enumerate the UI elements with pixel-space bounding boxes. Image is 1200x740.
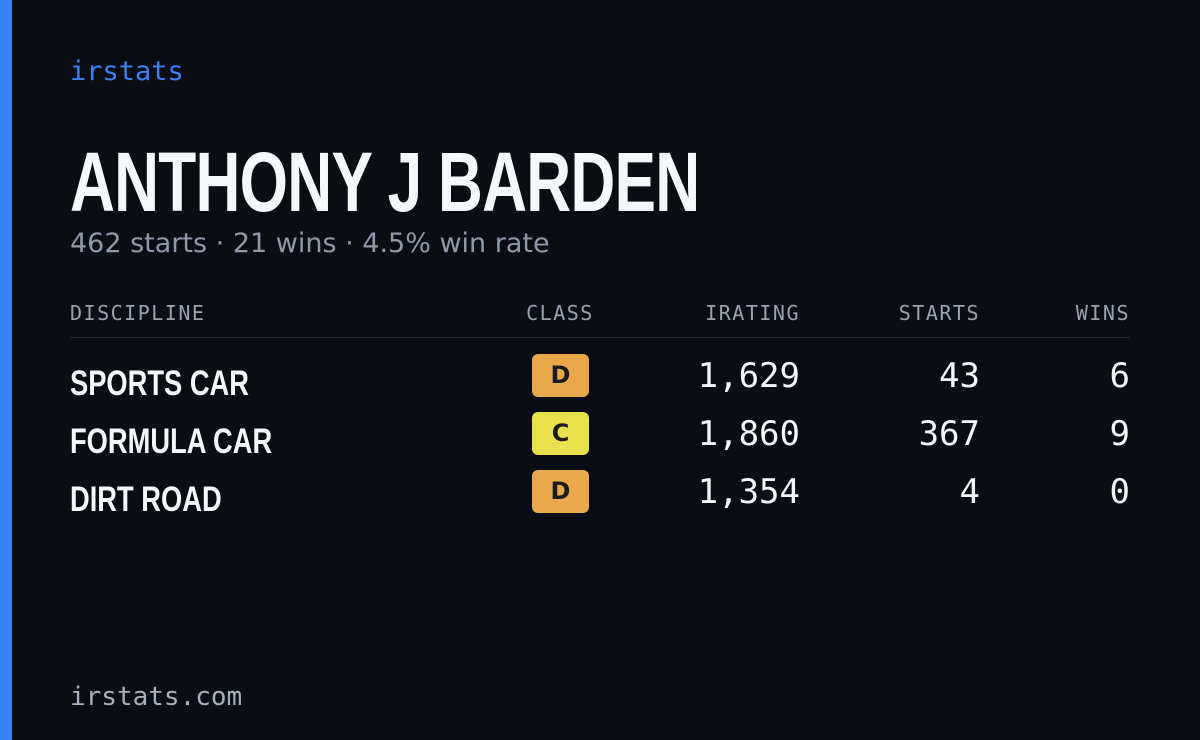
footer-url: irstats.com [70, 682, 243, 712]
driver-name: ANTHONY J BARDEN [70, 135, 700, 229]
wins-value: 6 [1109, 356, 1130, 396]
summary: 462 starts · 21 wins · 4.5% win rate [70, 228, 550, 259]
column-header: STARTS [898, 301, 980, 325]
irating-value: 1,629 [697, 356, 800, 396]
discipline: DIRT ROAD [70, 480, 222, 519]
header-rule [70, 337, 1130, 338]
accent-bar [0, 0, 12, 740]
brand: irstats [70, 56, 184, 87]
column-header: DISCIPLINE [70, 301, 206, 325]
column-header: WINS [1075, 301, 1130, 325]
discipline: FORMULA CAR [70, 422, 273, 461]
wins-value: 9 [1109, 414, 1130, 454]
starts-value: 43 [939, 356, 980, 396]
column-header: CLASS [526, 301, 594, 325]
wins-value: 0 [1109, 472, 1130, 512]
class-badge: D [532, 354, 589, 397]
class-badge: D [532, 470, 589, 513]
class-badge: C [532, 412, 589, 455]
discipline: SPORTS CAR [70, 364, 249, 403]
irating-value: 1,354 [697, 472, 800, 512]
starts-value: 367 [918, 414, 980, 454]
irating-value: 1,860 [697, 414, 800, 454]
starts-value: 4 [959, 472, 980, 512]
column-header: IRATING [705, 301, 800, 325]
